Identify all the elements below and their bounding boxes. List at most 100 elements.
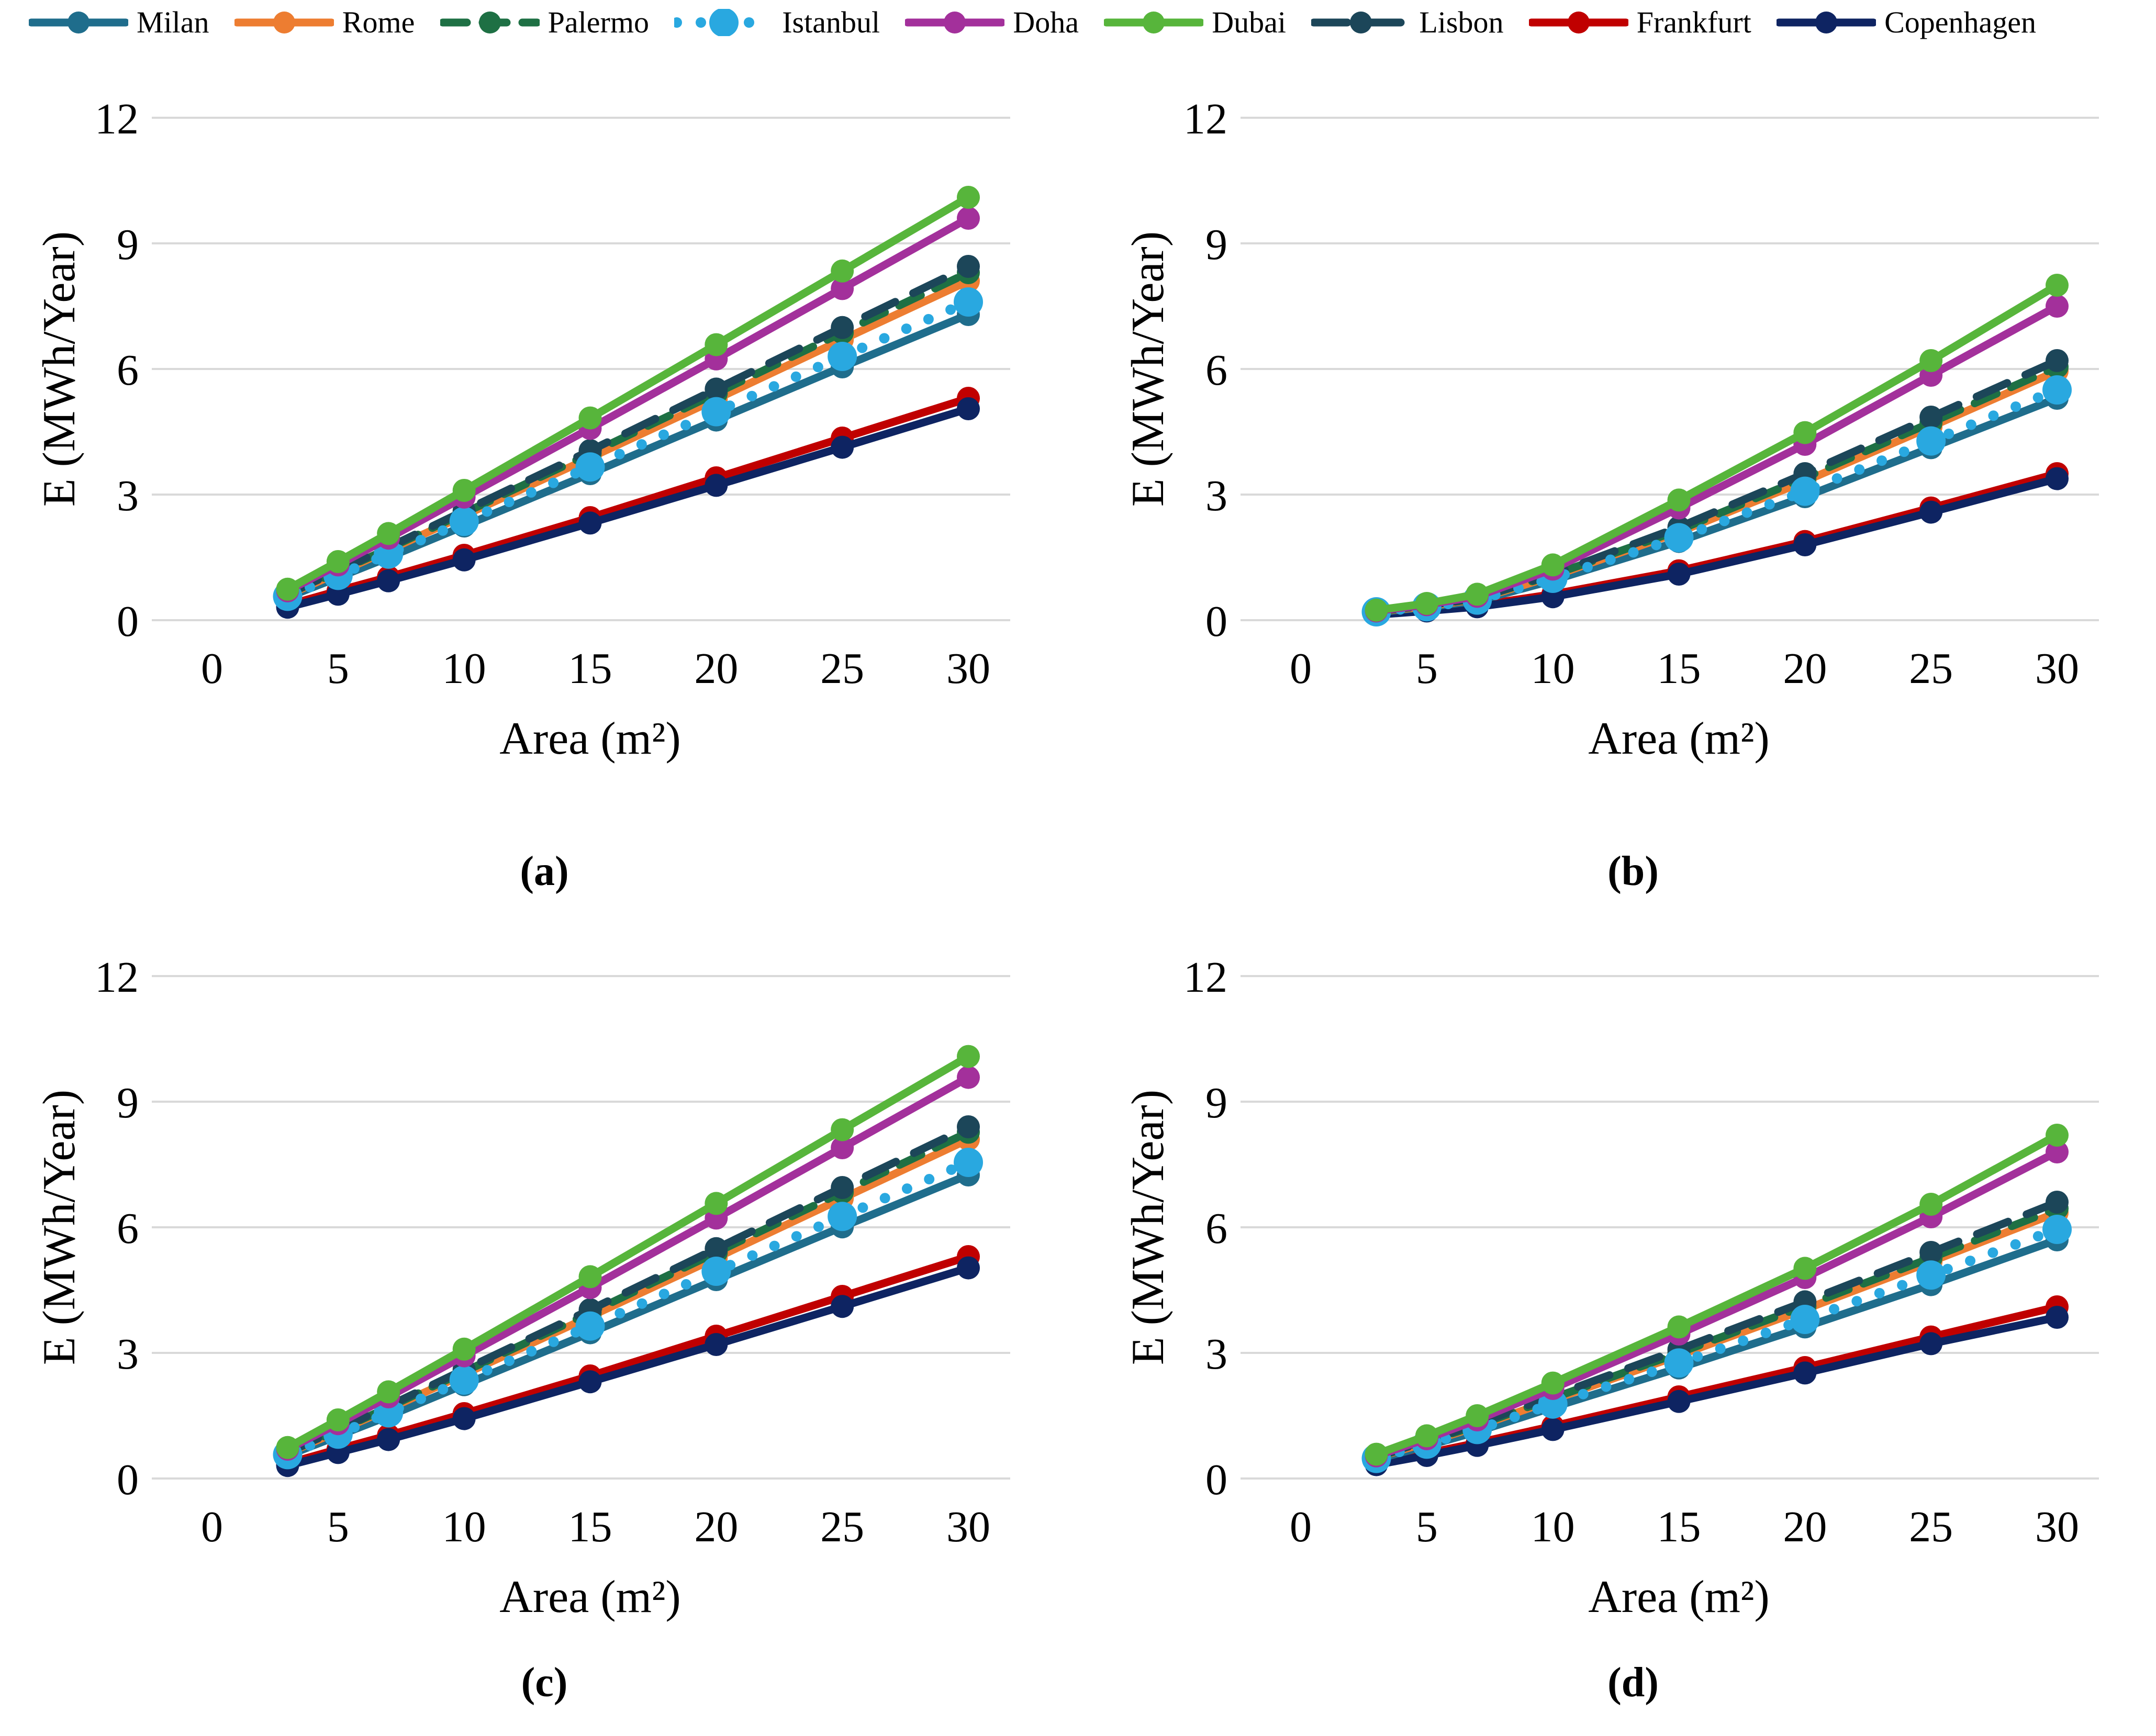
data-point-dubai	[1415, 592, 1438, 615]
y-tick-label: 9	[117, 220, 139, 269]
y-tick-label: 0	[117, 1455, 139, 1504]
data-point-istanbul	[1916, 1260, 1946, 1290]
data-point-dubai	[831, 1118, 854, 1141]
legend-item-milan: Milan	[29, 7, 209, 38]
x-tick-label: 15	[568, 1503, 612, 1551]
x-tick-label: 0	[1290, 644, 1312, 693]
y-axis-title: E (MWh/Year)	[34, 1090, 85, 1365]
data-point-istanbul	[954, 287, 983, 317]
legend-label: Rome	[342, 5, 415, 39]
panel-caption-a: (a)	[520, 848, 569, 894]
data-point-copenhagen	[452, 1407, 476, 1430]
chart-svg-d: 0 3 6 9 12 0 5 10 15 20 25 30 Area (m²) E (MWh/Year)	[1123, 953, 2099, 1622]
data-point-dubai	[1793, 1257, 1817, 1280]
chart-svg-a: 0 3 6 9 12 0 5 10 15 20 25 30 Area (m²) E (MWh/Year)	[34, 95, 1010, 764]
data-point-copenhagen	[1919, 500, 1943, 524]
legend-key-lisbon	[1311, 12, 1411, 33]
x-tick-label: 15	[568, 644, 612, 693]
x-axis-title: Area (m²)	[1588, 713, 1769, 764]
y-tick-label: 0	[1205, 597, 1227, 646]
legend-item-copenhagen: Copenhagen	[1777, 7, 2036, 38]
data-point-dubai	[276, 577, 299, 601]
x-tick-label: 30	[946, 644, 990, 693]
data-point-istanbul	[1790, 476, 1820, 506]
data-point-dubai	[1365, 598, 1388, 622]
data-point-lisbon	[957, 1115, 980, 1138]
data-point-lisbon	[705, 1237, 728, 1260]
legend-marker	[1815, 12, 1838, 33]
legend-item-palermo: Palermo	[440, 7, 649, 38]
data-point-dubai	[1415, 1424, 1438, 1448]
legend-label: Dubai	[1212, 5, 1287, 39]
chart-legend: Milan Rome Palermo Istanbul Doha Dubai Lisbon F…	[29, 7, 2036, 38]
x-tick-label: 5	[1416, 644, 1438, 693]
y-tick-label: 3	[1205, 1330, 1227, 1379]
data-point-copenhagen	[377, 1428, 400, 1451]
y-tick-label: 9	[1205, 220, 1227, 269]
data-point-istanbul	[1664, 523, 1694, 553]
x-tick-label: 25	[820, 644, 864, 693]
y-axis-title: E (MWh/Year)	[34, 231, 85, 507]
legend-label: Lisbon	[1419, 5, 1504, 39]
chart-svg-b: 0 3 6 9 12 0 5 10 15 20 25 30 Area (m²) E (MWh/Year)	[1123, 95, 2099, 764]
legend-label: Frankfurt	[1636, 5, 1751, 39]
x-tick-label: 5	[327, 644, 349, 693]
data-point-dubai	[705, 1192, 728, 1215]
data-point-dubai	[1541, 553, 1565, 577]
data-point-dubai	[1919, 349, 1943, 372]
data-point-copenhagen	[705, 474, 728, 497]
chart-panel-b: 0 3 6 9 12 0 5 10 15 20 25 30 Area (m²) E (MWh/Year)	[1115, 79, 2151, 775]
y-axis-title: E (MWh/Year)	[1123, 1090, 1174, 1365]
x-tick-label: 30	[2035, 644, 2079, 693]
data-point-copenhagen	[705, 1333, 728, 1356]
x-tick-label: 0	[201, 1503, 223, 1551]
legend-label: Milan	[137, 5, 209, 39]
data-point-dubai	[377, 522, 400, 545]
data-point-dubai	[957, 186, 980, 209]
legend-label: Doha	[1013, 5, 1079, 39]
legend-key-frankfurt	[1528, 12, 1628, 33]
data-point-copenhagen	[2046, 467, 2069, 490]
data-point-dubai	[1793, 421, 1817, 444]
data-point-lisbon	[2046, 1191, 2069, 1214]
legend-marker	[1143, 12, 1165, 33]
legend-key-rome	[234, 12, 334, 33]
x-axis-title: Area (m²)	[1588, 1572, 1769, 1622]
data-point-dubai	[578, 1265, 602, 1289]
x-tick-label: 5	[327, 1503, 349, 1551]
data-point-lisbon	[831, 1176, 854, 1199]
y-tick-label: 6	[1205, 346, 1227, 395]
legend-marker	[273, 12, 295, 33]
data-point-dubai	[1667, 488, 1691, 512]
data-point-istanbul	[1916, 426, 1946, 456]
legend-marker	[1350, 12, 1372, 33]
chart-panel-a: 0 3 6 9 12 0 5 10 15 20 25 30 Area (m²) E (MWh/Year)	[26, 79, 1063, 775]
data-point-istanbul	[701, 1257, 731, 1286]
data-point-istanbul	[575, 1311, 605, 1341]
x-tick-label: 20	[1783, 1503, 1827, 1551]
y-tick-label: 0	[1205, 1455, 1227, 1504]
x-tick-label: 0	[1290, 1503, 1312, 1551]
data-point-dubai	[1667, 1315, 1691, 1339]
x-tick-label: 10	[1531, 644, 1575, 693]
x-tick-label: 25	[1909, 644, 1953, 693]
legend-item-rome: Rome	[234, 7, 415, 38]
data-point-doha	[2046, 1140, 2069, 1163]
legend-item-istanbul: Istanbul	[674, 7, 880, 38]
data-point-dubai	[377, 1380, 400, 1404]
data-point-copenhagen	[957, 1256, 980, 1280]
panel-caption-b: (b)	[1607, 848, 1659, 894]
chart-panel-c: 0 3 6 9 12 0 5 10 15 20 25 30 Area (m²) E (MWh/Year)	[26, 937, 1063, 1633]
legend-key-milan	[29, 12, 128, 33]
x-tick-label: 15	[1657, 644, 1701, 693]
x-tick-label: 5	[1416, 1503, 1438, 1551]
data-point-lisbon	[1919, 406, 1943, 429]
data-point-copenhagen	[831, 435, 854, 459]
legend-marker	[1567, 12, 1590, 33]
data-point-dubai	[957, 1045, 980, 1068]
data-point-dubai	[1919, 1193, 1943, 1216]
series-line-istanbul	[282, 297, 974, 602]
data-point-dubai	[578, 406, 602, 430]
legend-key-doha	[905, 12, 1005, 33]
x-tick-label: 10	[442, 644, 486, 693]
